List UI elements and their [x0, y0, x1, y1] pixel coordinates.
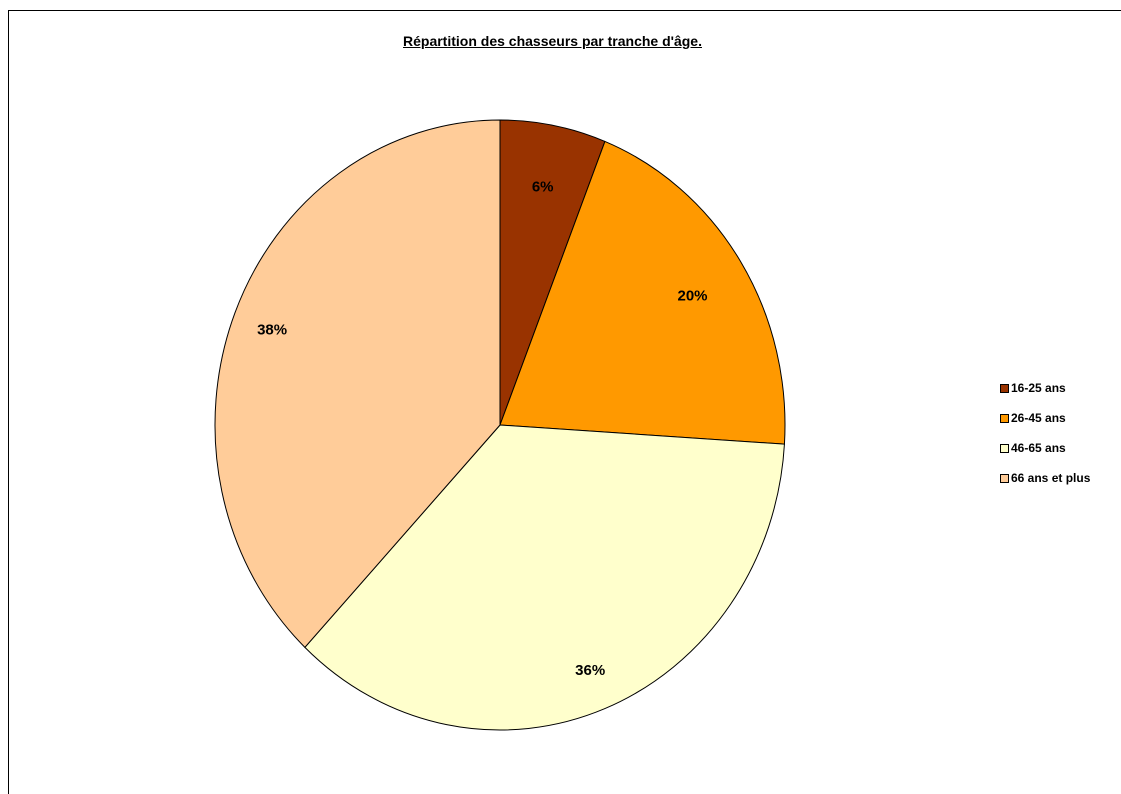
pie-slice-labels: 6% 20% 36% 38% — [257, 178, 707, 679]
legend-label-16-25: 16-25 ans — [1011, 381, 1066, 395]
legend-item-26-45: 26-45 ans — [1000, 403, 1090, 433]
legend-swatch-16-25 — [1000, 383, 1009, 393]
legend-swatch-66-plus — [1000, 473, 1009, 483]
slice-label-46-65: 36% — [575, 662, 605, 679]
slice-label-16-25: 6% — [532, 178, 554, 195]
pie-slice-46-65 — [304, 424, 785, 731]
legend: 16-25 ans 26-45 ans 46-65 ans 66 ans et … — [1000, 373, 1090, 493]
legend-swatch-46-65 — [1000, 443, 1009, 453]
chart-title: Répartition des chasseurs par tranche d'… — [403, 33, 702, 49]
slice-label-66-plus: 38% — [257, 321, 287, 338]
legend-swatch-26-45 — [1000, 413, 1009, 423]
legend-label-26-45: 26-45 ans — [1011, 411, 1066, 425]
pie-slice-66-plus — [214, 119, 501, 649]
slice-label-26-45: 20% — [677, 287, 707, 304]
legend-label-46-65: 46-65 ans — [1011, 441, 1066, 455]
pie-slice-26-45 — [499, 140, 786, 445]
legend-item-46-65: 46-65 ans — [1000, 433, 1090, 463]
legend-item-66-plus: 66 ans et plus — [1000, 463, 1090, 493]
pie-slices — [214, 119, 786, 731]
legend-label-66-plus: 66 ans et plus — [1011, 471, 1091, 485]
legend-item-16-25: 16-25 ans — [1000, 373, 1090, 403]
